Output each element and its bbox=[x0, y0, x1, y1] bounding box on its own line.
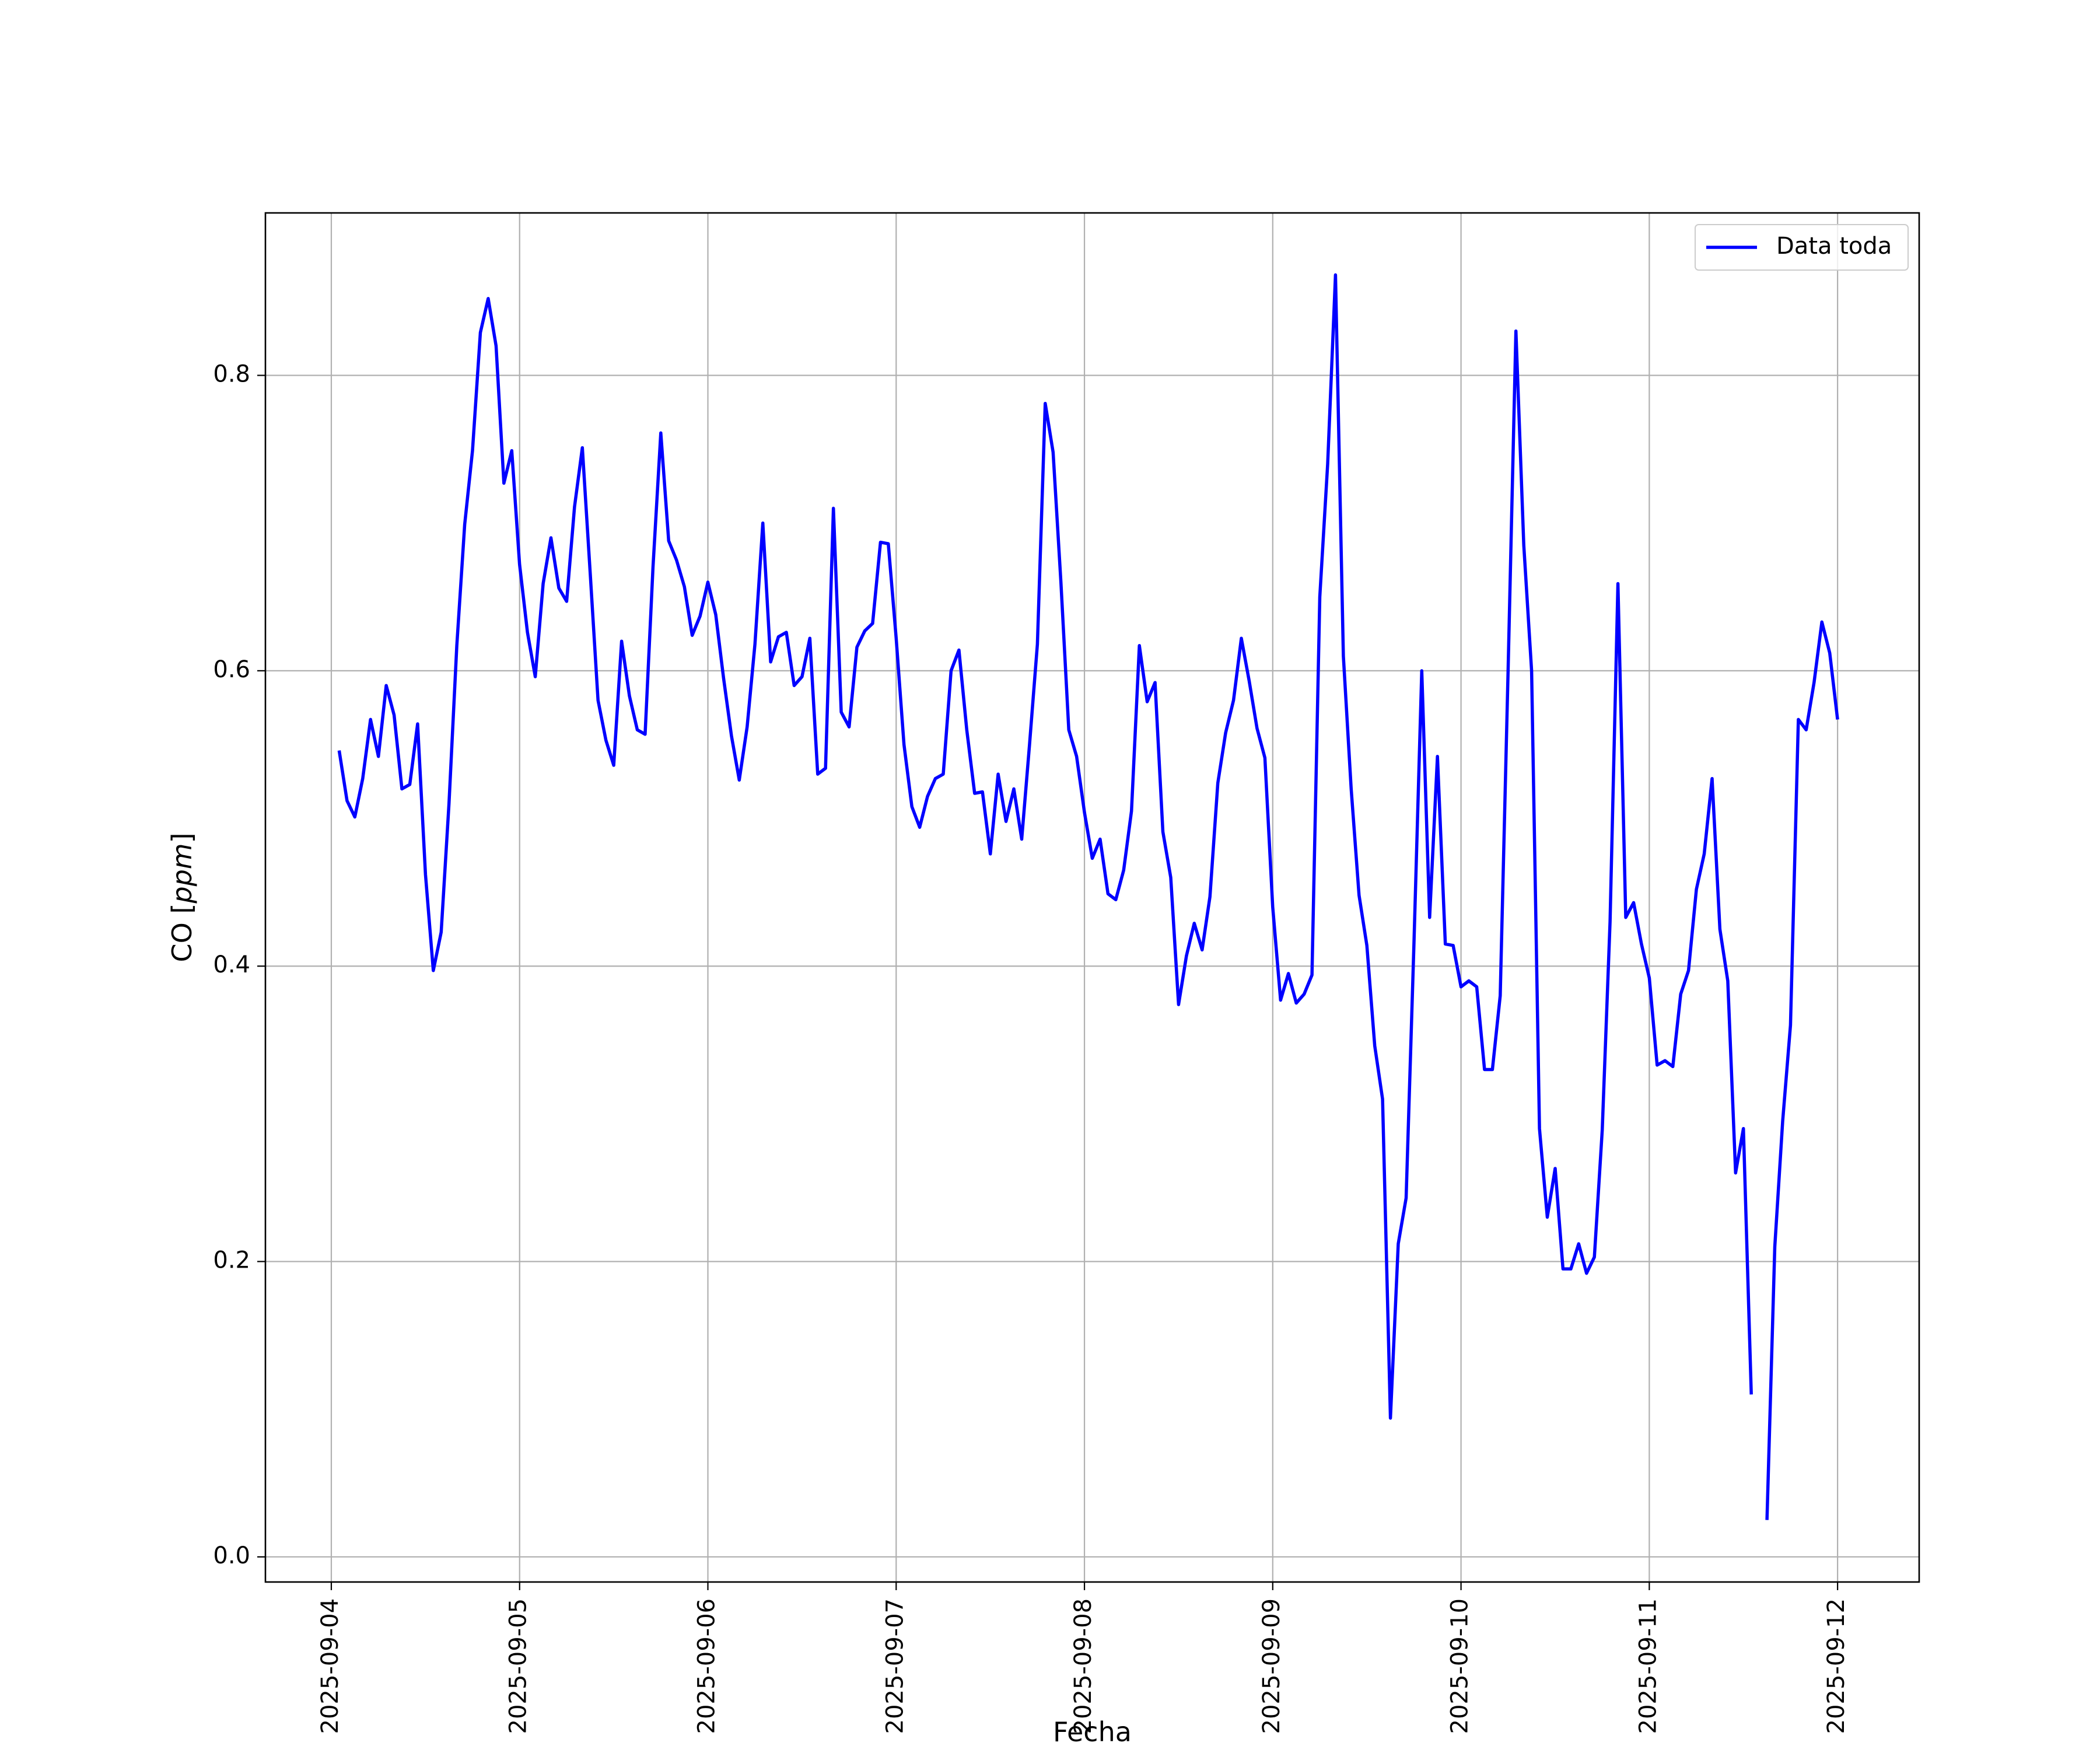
y-axis-title-unit: ppm bbox=[166, 843, 198, 904]
legend-label: Data toda bbox=[1776, 233, 1892, 260]
x-tick-label: 2025-09-11 bbox=[1634, 1598, 1661, 1734]
y-axis-title-prefix: CO bbox=[166, 914, 198, 963]
ticks: 2025-09-04 2025-09-05 2025-09-06 2025-09-07… bbox=[213, 361, 1850, 1734]
y-tick-label: 0.0 bbox=[213, 1542, 250, 1569]
x-axis-title: Fecha bbox=[1053, 1716, 1132, 1748]
y-axis-title-open: [ bbox=[166, 904, 198, 914]
series-layer bbox=[337, 273, 1839, 1520]
y-tick-label: 0.8 bbox=[213, 361, 250, 388]
y-axis-title-close: ] bbox=[166, 832, 198, 843]
x-tick-label: 2025-09-06 bbox=[694, 1598, 720, 1734]
x-tick-label: 2025-09-10 bbox=[1447, 1598, 1474, 1734]
legend-box bbox=[1695, 224, 1909, 271]
plot-area-frame bbox=[264, 212, 1920, 1583]
y-axis-title: CO [ppm] bbox=[166, 832, 198, 962]
x-tick-label: 2025-09-12 bbox=[1823, 1598, 1850, 1734]
x-tick-label: 2025-09-07 bbox=[881, 1598, 908, 1734]
x-tick-label: 2025-09-04 bbox=[317, 1598, 344, 1734]
y-tick-label: 0.6 bbox=[213, 656, 250, 683]
x-tick-label: 2025-09-08 bbox=[1070, 1598, 1097, 1734]
series-line bbox=[337, 273, 1753, 1420]
y-tick-label: 0.4 bbox=[213, 951, 250, 978]
x-tick-label: 2025-09-05 bbox=[505, 1598, 532, 1734]
x-tick-label: 2025-09-09 bbox=[1258, 1598, 1285, 1734]
y-tick-label: 0.2 bbox=[213, 1247, 250, 1274]
series-line bbox=[1765, 620, 1839, 1520]
legend: Data toda bbox=[1695, 224, 1909, 271]
grid bbox=[265, 213, 1919, 1582]
